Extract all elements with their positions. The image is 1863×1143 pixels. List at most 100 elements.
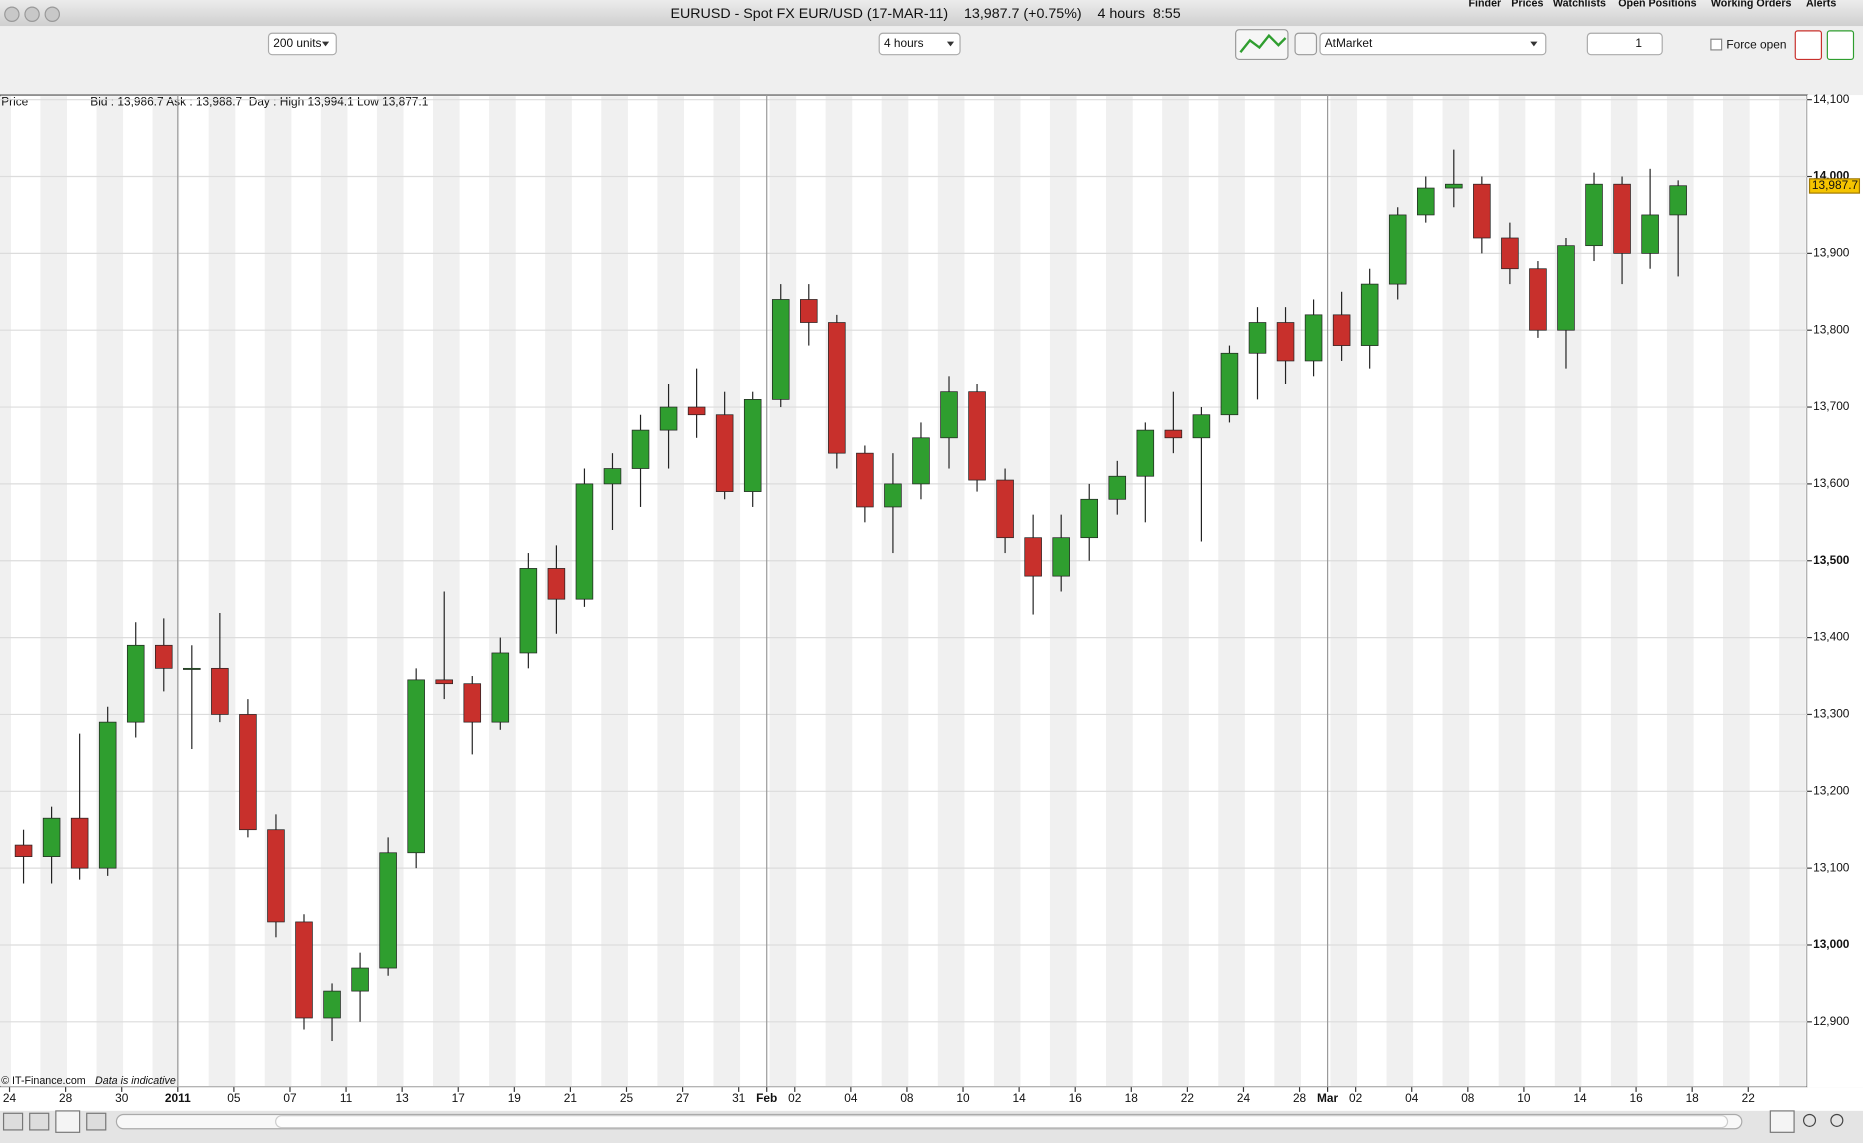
y-tick-label: 13,600	[1813, 476, 1850, 490]
candle-body	[435, 679, 453, 685]
shade	[1218, 96, 1245, 1086]
quantity-value: 1	[1635, 36, 1642, 50]
x-tick-label: 24	[3, 1091, 17, 1105]
x-tick-label: 2011	[165, 1091, 191, 1105]
candle-body	[575, 483, 594, 600]
shade	[152, 96, 180, 1086]
candle-body	[603, 468, 622, 485]
candle-body	[267, 829, 285, 923]
x-tick-label: 18	[1125, 1091, 1139, 1105]
x-tick-label: 08	[900, 1091, 914, 1105]
copyright: © IT-Finance.com	[1, 1075, 86, 1087]
shade	[1779, 96, 1806, 1086]
tab[interactable]: Finder	[1469, 0, 1502, 9]
candle-body	[1080, 498, 1098, 539]
candle-body	[1220, 352, 1239, 416]
x-tick-label: 11	[340, 1091, 353, 1105]
interval-value: 4 hours	[884, 36, 924, 50]
y-tick-label: 13,300	[1813, 707, 1850, 721]
panel-label: Price	[1, 94, 28, 108]
candle-body	[491, 652, 510, 723]
y-tick-label: 13,500	[1813, 553, 1850, 567]
candle-body	[1529, 268, 1547, 331]
candle-body	[1360, 283, 1379, 346]
mail-button[interactable]	[2, 1112, 24, 1131]
shade	[1106, 96, 1133, 1086]
candle-body	[463, 683, 482, 723]
candle-body	[1557, 245, 1575, 331]
candle-body	[687, 406, 706, 416]
x-tick-label: 22	[1742, 1091, 1755, 1105]
tools-button[interactable]	[1294, 32, 1318, 56]
zoom-box-button[interactable]	[1769, 1110, 1795, 1133]
interval-dropdown[interactable]	[878, 32, 961, 56]
sell-button[interactable]	[1794, 30, 1823, 61]
candle-body	[1192, 414, 1211, 439]
delete-button[interactable]	[55, 1110, 81, 1133]
buy-button[interactable]	[1826, 30, 1855, 61]
x-tick-label: 08	[1461, 1091, 1475, 1105]
shade	[264, 96, 292, 1086]
quantity-input[interactable]	[1586, 32, 1663, 56]
candle-body	[1304, 314, 1323, 362]
shade	[601, 96, 628, 1086]
size-value: 200 units	[273, 36, 321, 50]
zoom-button[interactable]	[44, 6, 61, 22]
tab[interactable]: Prices	[1511, 0, 1543, 9]
candle-body	[968, 391, 986, 481]
zoom-out-button[interactable]	[1802, 1113, 1817, 1127]
candle-body	[1108, 475, 1127, 500]
candle-body	[940, 391, 958, 439]
shade	[320, 96, 348, 1086]
x-tick-label: 19	[508, 1091, 522, 1105]
tab[interactable]: Alerts	[1806, 0, 1836, 9]
candle-body	[98, 721, 117, 869]
time-axis	[0, 1087, 1863, 1111]
shade	[1049, 96, 1077, 1086]
shade	[1666, 96, 1694, 1086]
y-tick-label: 13,900	[1813, 246, 1850, 260]
candle-body	[715, 414, 734, 492]
candle-body	[351, 967, 369, 992]
candle-body	[912, 437, 930, 485]
candle-body	[996, 479, 1014, 539]
y-tick-label: 13,700	[1813, 399, 1850, 413]
shade	[713, 96, 741, 1086]
x-tick-label: Mar	[1317, 1091, 1338, 1105]
y-tick-label: 14,100	[1813, 92, 1850, 106]
tab[interactable]: Working Orders	[1711, 0, 1792, 9]
save-button[interactable]	[86, 1112, 107, 1131]
print-button[interactable]	[29, 1112, 50, 1131]
tabs: Finder Prices Watchlists Open Positions …	[1469, 0, 1837, 9]
session-shading	[0, 96, 1806, 1086]
shade	[1442, 96, 1470, 1086]
candle-body	[800, 299, 818, 323]
size-dropdown[interactable]	[267, 32, 337, 56]
x-tick-label: 28	[1293, 1091, 1307, 1105]
candle-body	[70, 817, 89, 869]
zoom-in-button[interactable]	[1830, 1113, 1844, 1127]
candle-body	[771, 299, 790, 400]
candle-body	[1164, 429, 1183, 439]
shade	[769, 96, 797, 1086]
shade	[0, 96, 11, 1086]
candle-body	[211, 667, 229, 715]
scroll-thumb[interactable]	[275, 1115, 1729, 1129]
shade	[432, 96, 460, 1086]
close-button[interactable]	[4, 6, 20, 22]
force-open-checkbox[interactable]	[1710, 38, 1723, 51]
x-tick-label: 17	[452, 1091, 465, 1105]
last-price-label: 13,987.7	[1812, 178, 1858, 192]
shade	[881, 96, 909, 1086]
x-tick-label: 16	[1629, 1091, 1643, 1105]
tab[interactable]: Watchlists	[1553, 0, 1606, 9]
x-tick-label: 14	[1573, 1091, 1587, 1105]
tab[interactable]: Open Positions	[1618, 0, 1696, 9]
x-tick-label: 16	[1069, 1091, 1083, 1105]
candle-body	[407, 679, 425, 854]
minimize-button[interactable]	[24, 6, 40, 22]
x-tick-label: 31	[732, 1091, 746, 1105]
order-type-dropdown[interactable]	[1319, 32, 1547, 56]
y-tick-label: 13,800	[1813, 322, 1850, 336]
